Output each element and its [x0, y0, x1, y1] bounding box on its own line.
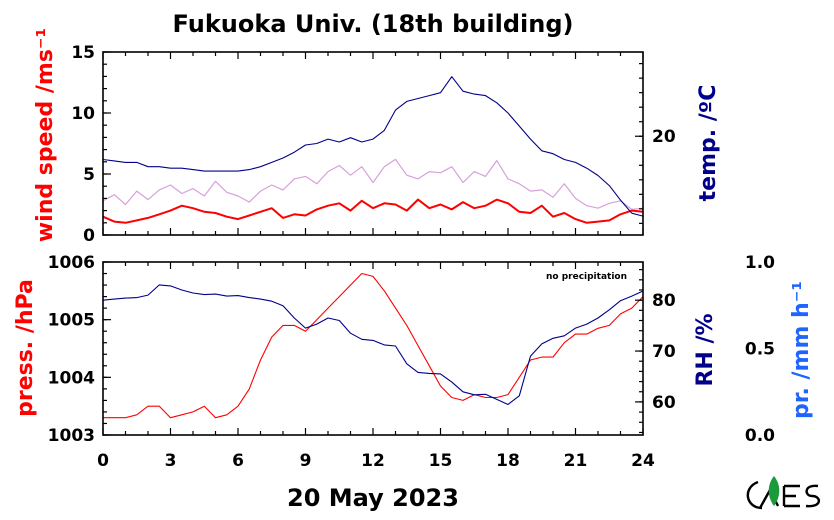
x-tick-label: 3: [165, 451, 177, 471]
bottom-panel: 0 3 6 9 12 15 18 21 24 1003 1004 1005 1006 60 70 80 0.0 0…: [13, 253, 814, 471]
series-wind-mean: [102, 198, 644, 224]
humidity-axis-label: RH /%: [693, 313, 718, 386]
bottom-tick-group: 0 3 6 9 12 15 18 21 24 1003 1004 1005 1006 60 70 80 0.0 0…: [48, 253, 775, 471]
precip-tick-label: 1.0: [745, 253, 775, 273]
top-panel: 0 5 10 15 20 wind speed /ms⁻¹ temp. /ºC: [33, 28, 721, 246]
left-y-tick-label: 15: [71, 43, 95, 63]
left-y-tick-label: 1006: [48, 253, 95, 273]
pressure-axis-label: press. /hPa: [13, 279, 38, 417]
wind-axis-label: wind speed /ms⁻¹: [33, 28, 58, 242]
precip-tick-label: 0.5: [745, 340, 775, 360]
bottom-panel-frame: [102, 261, 644, 436]
left-y-tick-label: 5: [83, 165, 95, 185]
left-y-tick-label: 1004: [48, 368, 95, 388]
logo-icon: [746, 476, 820, 510]
top-series-group: [102, 76, 644, 224]
series-humidity: [102, 284, 644, 406]
precipitation-note: no precipitation: [546, 272, 627, 282]
x-tick-label: 9: [300, 451, 312, 471]
series-pressure: [103, 272, 644, 419]
left-y-tick-label: 1003: [48, 426, 95, 446]
chart-title: Fukuoka Univ. (18th building): [173, 10, 574, 38]
x-tick-label: 15: [429, 451, 453, 471]
series-wind-gust: [102, 158, 644, 210]
top-tick-group: 0 5 10 15 20: [71, 43, 676, 246]
date-label: 20 May 2023: [287, 484, 459, 512]
series-temperature: [102, 76, 644, 217]
temp-axis-label: temp. /ºC: [696, 85, 721, 202]
x-tick-label: 21: [564, 451, 588, 471]
x-tick-label: 6: [232, 451, 244, 471]
x-tick-label: 18: [496, 451, 520, 471]
x-tick-label: 12: [361, 451, 385, 471]
left-y-tick-label: 1005: [48, 311, 95, 331]
left-y-tick-label: 0: [83, 226, 95, 246]
x-tick-label: 0: [97, 451, 109, 471]
right-y-tick-label: 70: [652, 342, 676, 362]
bottom-series-group: [102, 272, 644, 419]
right-y-tick-label: 60: [652, 393, 676, 413]
precip-tick-label: 0.0: [745, 426, 775, 446]
x-tick-label: 24: [631, 451, 655, 471]
precipitation-axis-label: pr. /mm h⁻¹: [789, 281, 814, 419]
left-y-tick-label: 10: [71, 104, 95, 124]
right-y-tick-label: 80: [652, 291, 676, 311]
right-y-tick-label: 20: [652, 127, 676, 147]
